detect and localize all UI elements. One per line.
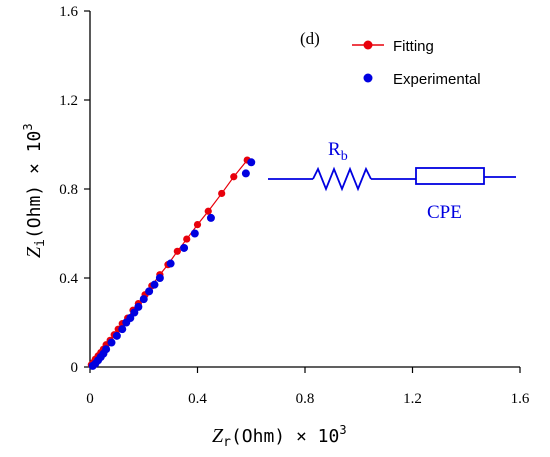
- y-axis-title: Zi(Ohm) × 103: [21, 123, 48, 258]
- experimental-point: [206, 213, 215, 222]
- experimental-point: [180, 243, 189, 252]
- series-layer: [87, 156, 256, 370]
- y-tick-label: 1.6: [59, 4, 78, 20]
- experimental-point: [150, 280, 159, 289]
- x-tick-label: 0.4: [188, 391, 207, 407]
- x-ticks: 0 0.4 0.8 1.2 1.6: [86, 367, 530, 407]
- experimental-point: [112, 331, 121, 340]
- x-tick-label: 0.8: [296, 391, 315, 407]
- experimental-point: [155, 274, 164, 282]
- panel-label: (d): [300, 29, 320, 48]
- experimental-point: [134, 302, 143, 311]
- cpe-symbol: [415, 167, 485, 185]
- fitting-point: [193, 221, 202, 229]
- experimental-point: [130, 308, 139, 317]
- fitting-point: [218, 189, 226, 198]
- experimental-point: [166, 259, 175, 268]
- cpe-label: CPE: [427, 202, 462, 223]
- experimental-point: [241, 169, 250, 178]
- experimental-point: [247, 158, 256, 167]
- legend-fitting-marker: [363, 40, 373, 50]
- fitting-point: [173, 247, 181, 255]
- legend-experimental-marker: [363, 73, 373, 83]
- resistor-label: Rb: [328, 139, 348, 164]
- x-tick-label: 0: [86, 391, 94, 407]
- x-axis-title: Zr(Ohm) × 103: [212, 423, 347, 450]
- experimental-point: [139, 295, 148, 304]
- equivalent-circuit: [268, 166, 516, 192]
- y-tick-label: 0.8: [59, 182, 78, 198]
- experimental-point: [190, 229, 199, 238]
- fitting-point: [230, 173, 238, 181]
- fitting-point: [204, 207, 212, 215]
- legend-fitting-label: Fitting: [393, 38, 434, 55]
- y-tick-label: 0: [71, 360, 79, 376]
- legend-experimental-label: Experimental: [393, 71, 481, 88]
- experimental-point: [126, 314, 135, 323]
- experimental-point: [102, 345, 111, 354]
- x-tick-label: 1.6: [511, 391, 530, 407]
- experimental-point: [118, 325, 127, 334]
- experimental-point: [145, 287, 154, 296]
- y-tick-label: 1.2: [59, 93, 78, 109]
- legend: Fitting Experimental: [352, 38, 481, 88]
- experimental-point: [107, 338, 116, 347]
- fitting-point: [183, 235, 191, 243]
- y-tick-label: 0.4: [59, 271, 78, 287]
- x-tick-label: 1.2: [403, 391, 422, 407]
- y-ticks: 0 0.4 0.8 1.2 1.6: [59, 4, 90, 376]
- resistor-symbol: [312, 166, 372, 192]
